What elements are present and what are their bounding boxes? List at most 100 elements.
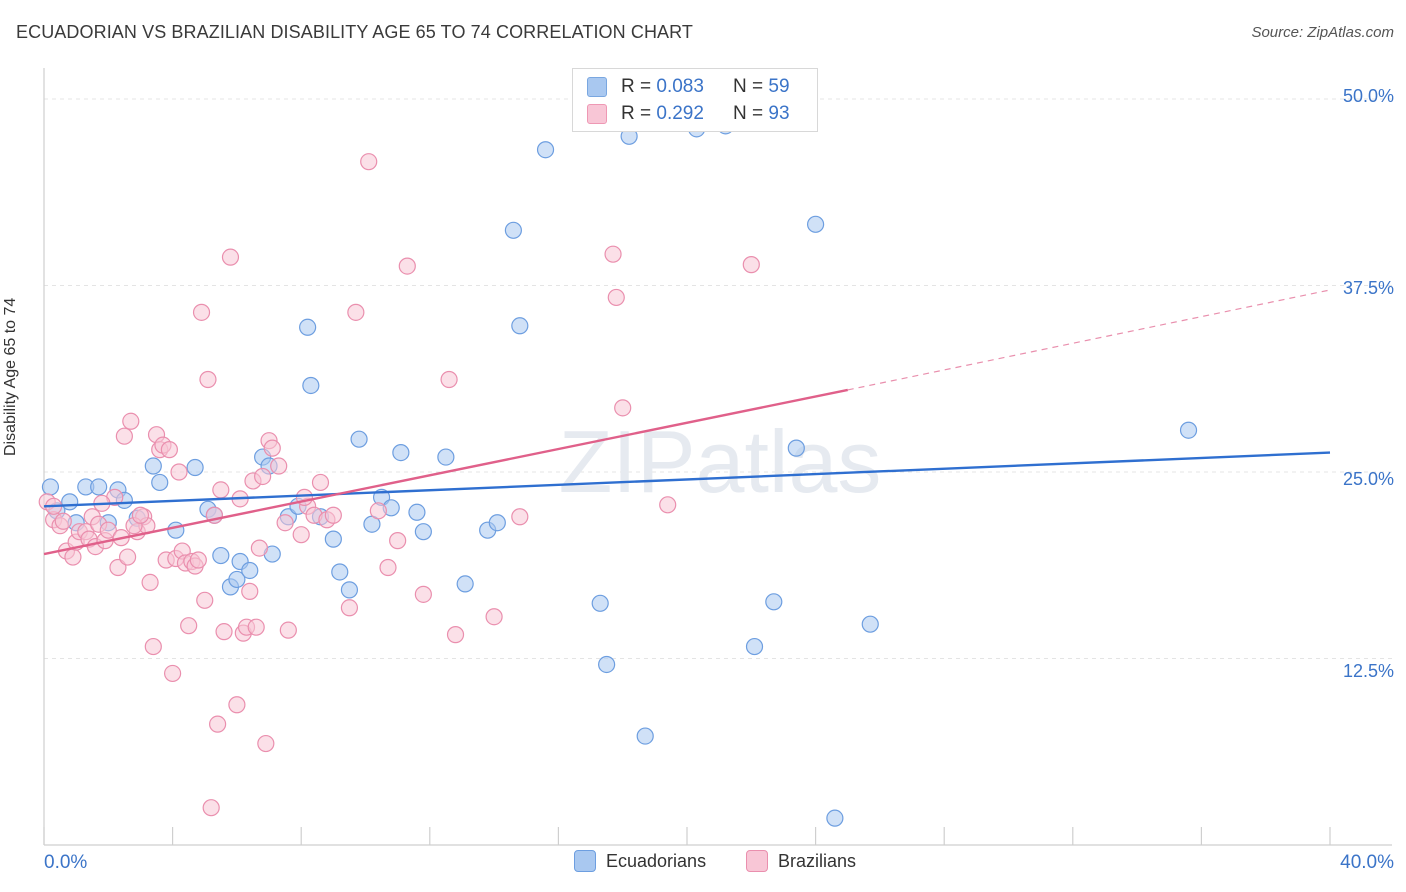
y-tick-label: 50.0%: [1342, 86, 1394, 106]
ecuadorians-swatch: [574, 850, 596, 872]
ecuadorian-point: [591, 594, 609, 612]
brazilian-point: [292, 526, 310, 544]
brazilian-point: [202, 799, 220, 817]
ecuadorian-point: [408, 503, 426, 521]
legend-item-ecuadorians[interactable]: Ecuadorians: [574, 850, 706, 872]
ecuadorian-point: [636, 727, 654, 745]
brazilian-point: [440, 370, 458, 389]
ecuadorian-point: [765, 593, 783, 611]
brazilian-point: [270, 457, 288, 475]
brazilian-point: [414, 585, 432, 603]
ecuadorian-point: [302, 376, 320, 395]
brazilian-point: [279, 621, 297, 639]
brazilian-point: [54, 512, 72, 530]
brazilian-trend-extension: [847, 289, 1331, 391]
r-label: R =: [621, 76, 652, 97]
ecuadorians-swatch: [587, 77, 607, 97]
brazilian-point: [511, 508, 529, 526]
y-tick-label: 12.5%: [1342, 661, 1394, 681]
brazilian-point: [340, 599, 359, 617]
brazilian-point: [209, 715, 227, 733]
ecuadorian-point: [61, 493, 79, 511]
brazilian-point: [324, 506, 342, 524]
brazilian-point: [241, 582, 259, 600]
brazilian-point: [144, 637, 162, 656]
brazilian-point: [115, 427, 133, 445]
brazilians-swatch: [746, 850, 768, 872]
ecuadorian-point: [299, 318, 317, 336]
chart-title: ECUADORIAN VS BRAZILIAN DISABILITY AGE 6…: [16, 22, 694, 42]
ecuadorian-point: [1179, 421, 1198, 439]
stats-row-brazilians: R = 0.292 N = 93: [587, 102, 790, 126]
brazilians-swatch: [587, 104, 607, 124]
brazilian-trend-line: [43, 388, 848, 556]
ecuadorian-point: [806, 215, 825, 233]
ecuadorian-point: [167, 521, 185, 539]
stats-legend: R = 0.083 N = 59 R = 0.292 N = 93: [572, 68, 818, 132]
ecuadorian-point: [437, 448, 455, 466]
ecuadorian-point: [340, 581, 359, 599]
n-label: N =: [733, 103, 764, 124]
y-tick-label: 37.5%: [1342, 278, 1394, 298]
brazilian-point: [250, 539, 269, 557]
brazilian-point: [164, 664, 182, 683]
brazilian-point: [196, 591, 214, 609]
ecuadorian-point: [228, 570, 246, 589]
data-points: [38, 112, 1198, 827]
brazilian-point: [347, 303, 365, 321]
brazilian-point: [446, 626, 465, 644]
brazilian-point: [379, 558, 397, 577]
ecuadorian-point: [787, 439, 805, 457]
ecuadorian-point: [826, 809, 844, 827]
brazilian-point: [228, 696, 246, 714]
brazilian-point: [192, 303, 211, 321]
ecuadorian-point: [324, 530, 342, 548]
brazilian-point: [257, 734, 275, 753]
ecuadorian-point: [241, 561, 259, 580]
legend-item-brazilians[interactable]: Brazilians: [746, 850, 856, 872]
y-tick-label: 25.0%: [1342, 469, 1394, 489]
r-label: R =: [621, 103, 652, 124]
ecuadorian-point: [151, 473, 169, 492]
ecuadorian-point: [861, 615, 879, 633]
r-value: 0.292: [656, 103, 704, 124]
stats-row-ecuadorians: R = 0.083 N = 59: [587, 75, 790, 99]
brazilian-point: [118, 548, 137, 566]
brazilian-point: [122, 412, 140, 430]
brazilian-point: [212, 481, 230, 499]
ecuadorian-point: [90, 478, 108, 496]
brazilian-point: [263, 439, 281, 457]
brazilian-point: [369, 502, 387, 520]
ecuadorian-point: [488, 514, 506, 532]
n-value: 59: [768, 76, 790, 97]
ecuadorian-point: [331, 563, 349, 581]
series-legend: Ecuadorians Brazilians: [0, 850, 1406, 880]
brazilian-point: [389, 532, 407, 550]
ecuadorian-point: [392, 444, 410, 462]
brazilian-point: [180, 617, 198, 635]
brazilian-point: [360, 153, 378, 171]
brazilian-point: [254, 467, 272, 486]
brazilian-point: [199, 370, 217, 389]
brazilian-point: [659, 496, 677, 514]
ecuadorian-point: [456, 575, 474, 593]
brazilian-point: [485, 608, 503, 626]
brazilian-point: [99, 521, 117, 539]
n-label: N =: [733, 76, 764, 97]
brazilian-point: [247, 618, 265, 636]
ecuadorian-point: [511, 317, 529, 335]
ecuadorian-point: [536, 141, 555, 159]
watermark: ZIPatlas: [559, 412, 882, 511]
ecuadorian-point: [212, 546, 230, 565]
brazilian-point: [311, 473, 330, 492]
brazilian-point: [614, 399, 632, 417]
brazilian-point: [64, 548, 82, 566]
brazilian-point: [742, 256, 760, 274]
ecuadorian-point: [745, 637, 764, 656]
ecuadorian-trend-line: [43, 451, 1331, 508]
brazilian-point: [607, 288, 625, 307]
ecuadorian-point: [144, 457, 162, 475]
ecuadorian-point: [186, 458, 204, 477]
brazilian-point: [160, 441, 178, 459]
